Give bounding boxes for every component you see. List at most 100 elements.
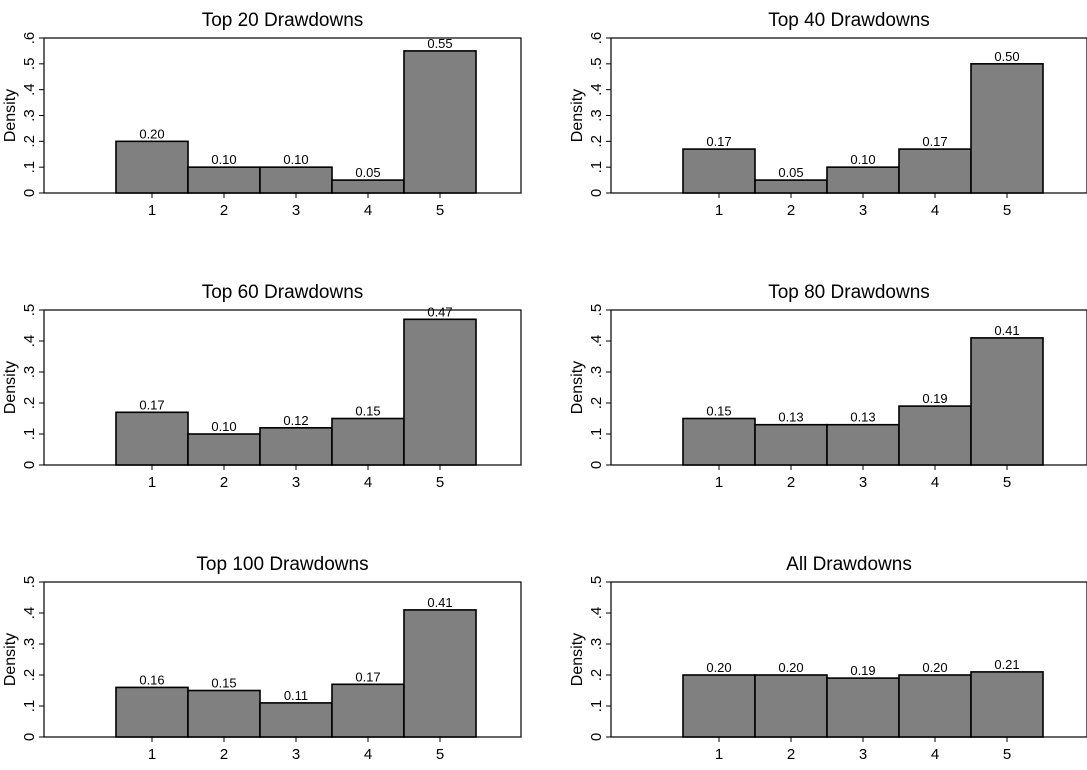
bar-1 bbox=[115, 686, 189, 738]
bar-value-label: 0.20 bbox=[706, 660, 731, 675]
y-tick-label: .1 bbox=[588, 700, 605, 713]
y-tick-label: 0 bbox=[588, 461, 605, 469]
bar-value-label: 0.41 bbox=[994, 323, 1019, 338]
y-tick-label: .1 bbox=[21, 161, 38, 174]
x-tick-label: 3 bbox=[859, 474, 867, 491]
y-tick-label: .3 bbox=[21, 366, 38, 379]
y-tick-label: .1 bbox=[21, 428, 38, 441]
x-tick-label: 4 bbox=[364, 746, 372, 763]
y-tick-label: .2 bbox=[21, 669, 38, 682]
x-tick-label: 5 bbox=[1003, 474, 1011, 491]
bar-4 bbox=[331, 417, 405, 466]
chart-title: Top 100 Drawdowns bbox=[196, 554, 368, 575]
x-tick-label: 2 bbox=[220, 746, 228, 763]
x-tick-label: 2 bbox=[787, 746, 795, 763]
bar-value-label: 0.15 bbox=[355, 404, 380, 419]
y-tick-label: .1 bbox=[21, 700, 38, 713]
bar-1 bbox=[115, 411, 189, 466]
bar-value-label: 0.17 bbox=[706, 134, 731, 149]
x-tick-label: 1 bbox=[715, 202, 723, 219]
x-tick-label: 1 bbox=[715, 474, 723, 491]
bar-value-label: 0.10 bbox=[850, 152, 875, 167]
bar-value-label: 0.17 bbox=[355, 669, 380, 684]
y-tick-label: .4 bbox=[21, 607, 38, 620]
bar-value-label: 0.55 bbox=[427, 36, 452, 51]
x-tick-label: 1 bbox=[715, 746, 723, 763]
bar-2 bbox=[187, 689, 261, 738]
y-tick-label: 0 bbox=[21, 733, 38, 741]
chart-panel-1: Top 20 Drawdowns Density 0 .1 .2 .3 .4 .5 .6 0.20… bbox=[2, 10, 522, 219]
bar-4 bbox=[331, 683, 405, 738]
x-tick-label: 4 bbox=[931, 474, 939, 491]
chart-title: Top 20 Drawdowns bbox=[202, 10, 364, 31]
chart-title: Top 60 Drawdowns bbox=[202, 282, 364, 303]
bar-2 bbox=[754, 423, 828, 466]
x-tick-label: 3 bbox=[859, 202, 867, 219]
bar-2 bbox=[187, 433, 261, 466]
x-tick-label: 1 bbox=[148, 746, 156, 763]
bar-value-label: 0.15 bbox=[706, 404, 731, 419]
y-axis-label: Density bbox=[569, 633, 586, 686]
y-tick-label: .5 bbox=[588, 576, 605, 589]
bar-value-label: 0.13 bbox=[778, 410, 803, 425]
bar-2 bbox=[754, 179, 828, 194]
bar-5 bbox=[970, 671, 1044, 738]
chart-panel-3: Top 60 Drawdowns Density 0 .1 .2 .3 .4 .5 0.17 1 0… bbox=[2, 282, 522, 491]
bar-3 bbox=[259, 426, 333, 466]
y-tick-label: .2 bbox=[588, 669, 605, 682]
x-tick-label: 5 bbox=[436, 202, 444, 219]
y-tick-label: .5 bbox=[21, 576, 38, 589]
bar-4 bbox=[898, 148, 972, 194]
chart-title: All Drawdowns bbox=[786, 554, 912, 575]
x-tick-label: 5 bbox=[1003, 746, 1011, 763]
x-tick-label: 4 bbox=[364, 202, 372, 219]
chart-panel-5: Top 100 Drawdowns Density 0 .1 .2 .3 .4 .5 0.16 1… bbox=[2, 554, 522, 763]
bar-value-label: 0.50 bbox=[994, 49, 1019, 64]
y-tick-label: .3 bbox=[21, 638, 38, 651]
x-tick-label: 2 bbox=[220, 202, 228, 219]
y-tick-label: .2 bbox=[588, 135, 605, 148]
x-tick-label: 3 bbox=[292, 746, 300, 763]
y-tick-label: .6 bbox=[588, 32, 605, 45]
y-axis-label: Density bbox=[2, 89, 19, 142]
bar-3 bbox=[259, 166, 333, 194]
bar-value-label: 0.19 bbox=[922, 391, 947, 406]
bar-value-label: 0.20 bbox=[139, 126, 164, 141]
y-axis-label: Density bbox=[2, 361, 19, 414]
x-tick-label: 3 bbox=[292, 202, 300, 219]
bar-1 bbox=[682, 148, 756, 194]
x-tick-label: 1 bbox=[148, 474, 156, 491]
bar-value-label: 0.11 bbox=[284, 688, 308, 703]
bar-value-label: 0.19 bbox=[850, 663, 875, 678]
y-axis-label: Density bbox=[2, 633, 19, 686]
y-tick-label: .5 bbox=[21, 58, 38, 71]
x-tick-label: 4 bbox=[931, 746, 939, 763]
bar-2 bbox=[754, 674, 828, 738]
bar-5 bbox=[403, 609, 477, 738]
x-tick-label: 4 bbox=[364, 474, 372, 491]
y-tick-label: .5 bbox=[21, 304, 38, 317]
bar-1 bbox=[682, 674, 756, 738]
y-tick-label: .6 bbox=[21, 32, 38, 45]
bar-value-label: 0.05 bbox=[355, 165, 380, 180]
bar-value-label: 0.21 bbox=[994, 657, 1019, 672]
y-axis-label: Density bbox=[569, 89, 586, 142]
bar-value-label: 0.12 bbox=[283, 413, 308, 428]
x-tick-label: 2 bbox=[787, 474, 795, 491]
y-tick-label: .3 bbox=[588, 638, 605, 651]
y-tick-label: 0 bbox=[588, 733, 605, 741]
y-tick-label: .3 bbox=[588, 366, 605, 379]
y-tick-label: .2 bbox=[588, 397, 605, 410]
chart-panel-4: Top 80 Drawdowns Density 0 .1 .2 .3 .4 .5 0.15 1 0… bbox=[569, 282, 1087, 491]
y-axis-label: Density bbox=[569, 361, 586, 414]
bar-value-label: 0.47 bbox=[427, 304, 452, 319]
bar-3 bbox=[826, 166, 900, 194]
bar-value-label: 0.16 bbox=[139, 672, 164, 687]
bar-3 bbox=[259, 702, 333, 738]
x-tick-label: 2 bbox=[787, 202, 795, 219]
bar-4 bbox=[331, 179, 405, 194]
y-tick-label: .2 bbox=[21, 397, 38, 410]
x-tick-label: 4 bbox=[931, 202, 939, 219]
bar-value-label: 0.17 bbox=[139, 397, 164, 412]
